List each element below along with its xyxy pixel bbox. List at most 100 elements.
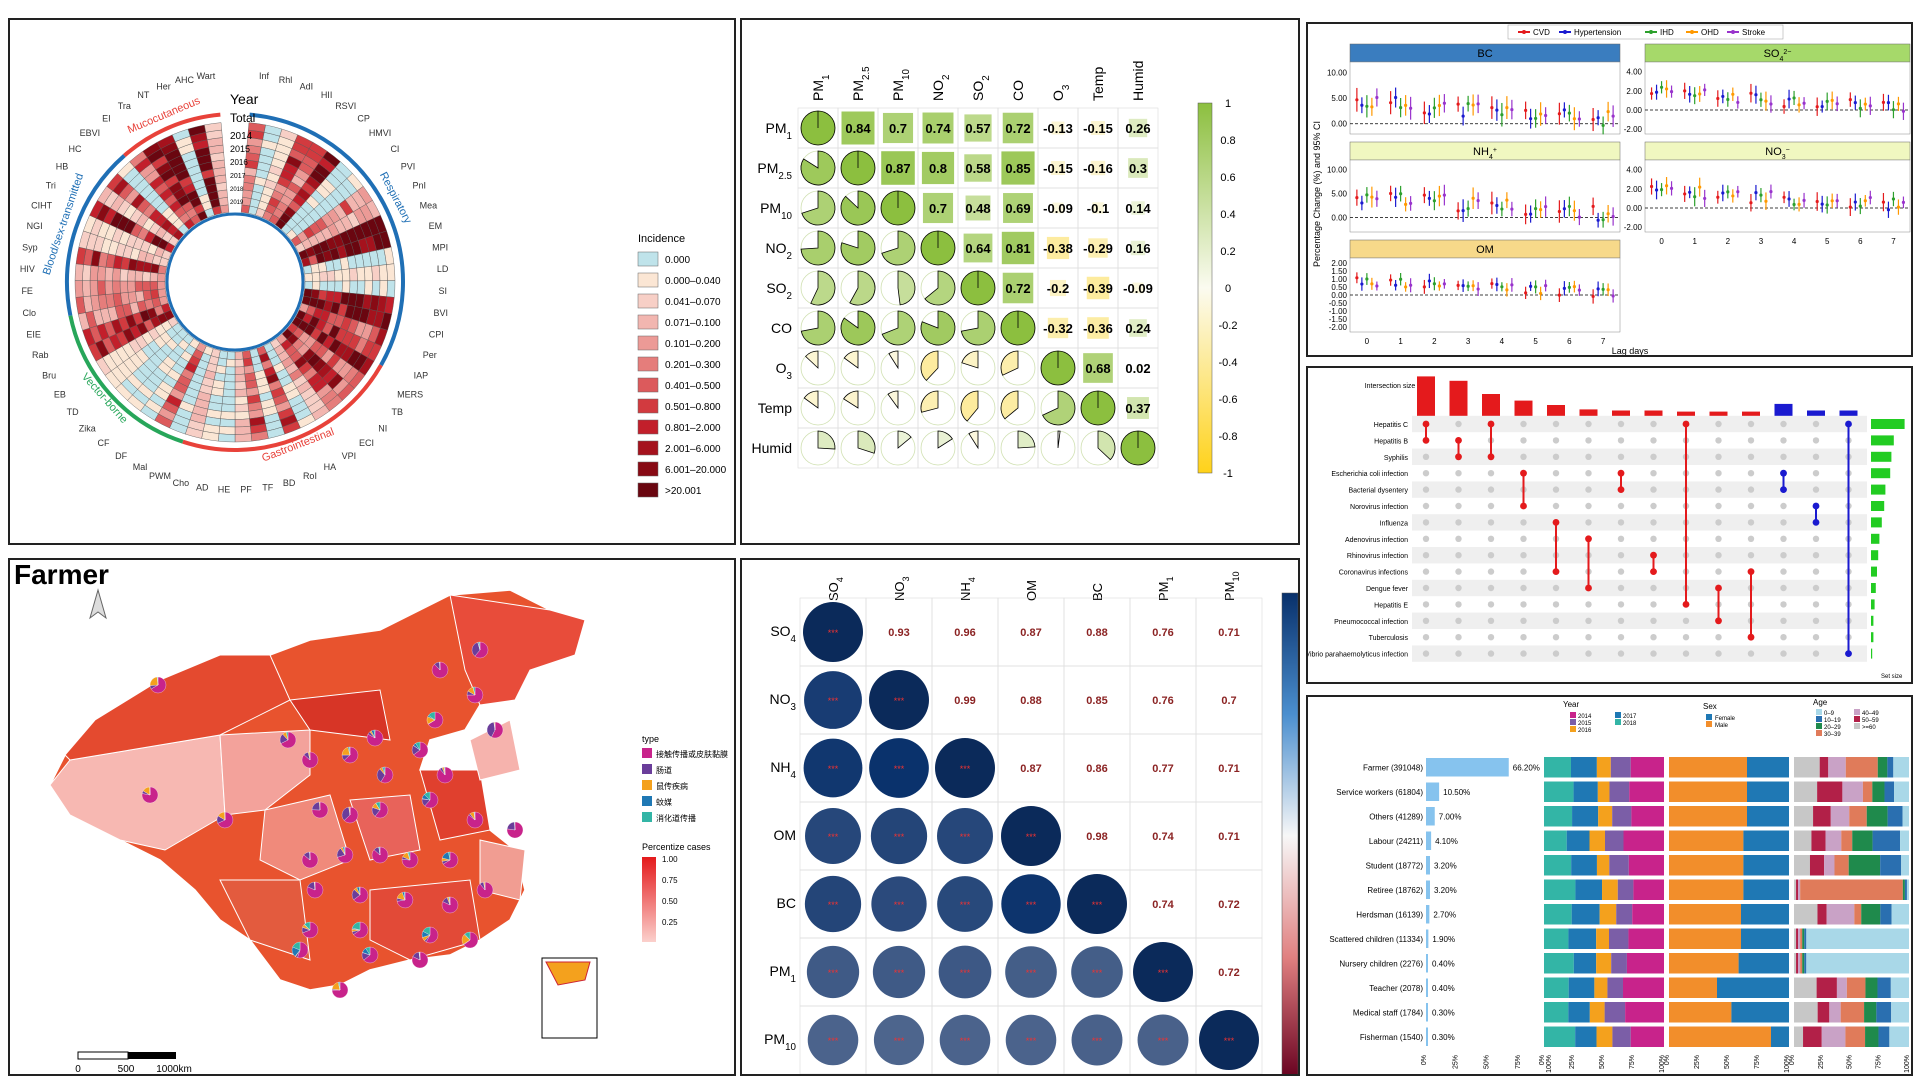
heat-cell bbox=[304, 272, 313, 282]
matrix-dot bbox=[1585, 601, 1592, 608]
y-tick: 2.00 bbox=[1626, 87, 1642, 96]
corr-value: 0.93 bbox=[888, 627, 909, 639]
pie-slice bbox=[408, 851, 411, 861]
heat-cell bbox=[223, 381, 236, 390]
matrix-dot bbox=[1585, 486, 1592, 493]
corr-value: 0.72 bbox=[1218, 899, 1239, 911]
age-segment bbox=[1825, 830, 1842, 851]
matrix-dot bbox=[1552, 617, 1560, 624]
occupation-pct: 0.40% bbox=[1432, 959, 1455, 968]
estimate-point bbox=[1703, 88, 1707, 92]
year-segment bbox=[1628, 928, 1664, 949]
corr-value: 0.72 bbox=[1005, 281, 1030, 296]
occupation-bar bbox=[1426, 1003, 1428, 1022]
legend-swatch bbox=[637, 419, 659, 435]
corr-square bbox=[1128, 158, 1148, 178]
estimate-point bbox=[1544, 283, 1548, 288]
matrix-dot bbox=[1682, 617, 1690, 624]
year-segment bbox=[1633, 879, 1664, 900]
heat-cell bbox=[311, 272, 321, 282]
corr-value: 0.88 bbox=[1086, 627, 1107, 639]
legend-label: 0.000 bbox=[665, 255, 690, 266]
age-label: 50–59 bbox=[1862, 718, 1879, 724]
heat-cell bbox=[242, 350, 252, 360]
age-segment bbox=[1862, 781, 1873, 802]
matrix-dot bbox=[1487, 650, 1495, 657]
active-dot bbox=[1487, 453, 1495, 461]
pie-slice bbox=[428, 711, 436, 721]
estimate-point bbox=[1649, 184, 1654, 189]
pie-slice bbox=[424, 791, 439, 809]
matrix-dot bbox=[1455, 552, 1462, 559]
active-dot bbox=[1812, 519, 1820, 526]
x-axis-label: Lag days bbox=[1612, 346, 1649, 356]
scale-label: 1000km bbox=[156, 1064, 192, 1075]
heat-cell bbox=[234, 358, 245, 368]
corr-square bbox=[1130, 240, 1146, 256]
heat-cell bbox=[341, 280, 351, 294]
estimate-point bbox=[1370, 282, 1374, 286]
corr-circle bbox=[937, 808, 993, 864]
legend-label: 0.501–0.800 bbox=[665, 402, 721, 413]
pie-slice bbox=[331, 981, 349, 999]
disease-label: EB bbox=[54, 389, 66, 399]
age-segment bbox=[1877, 757, 1888, 778]
estimate-point bbox=[1399, 106, 1403, 110]
pie-slice bbox=[887, 390, 899, 410]
sex-segment-male bbox=[1669, 830, 1744, 851]
age-segment bbox=[1806, 928, 1909, 949]
disease-label: Rhl bbox=[279, 75, 293, 85]
occupation-panel: Year 2014 2015 2016 2017 2018 Sex Female Male Age… bbox=[1306, 695, 1913, 1076]
legend-swatch bbox=[637, 440, 659, 456]
set-size-label: Set size bbox=[1881, 674, 1903, 680]
heat-cell bbox=[349, 267, 358, 282]
disease-label: MPI bbox=[432, 242, 448, 252]
pie-slice bbox=[464, 931, 471, 941]
corr-value: 0.96 bbox=[954, 627, 975, 639]
corr-value: 0.85 bbox=[1005, 161, 1030, 176]
estimate-point bbox=[1360, 201, 1364, 205]
estimate-point bbox=[1360, 103, 1364, 107]
age-segment bbox=[1872, 781, 1885, 802]
disease-label: LD bbox=[437, 264, 449, 274]
year-segment bbox=[1544, 855, 1572, 876]
estimate-point bbox=[1591, 117, 1595, 122]
facet-title: BC bbox=[1477, 48, 1492, 60]
estimate-point bbox=[1572, 117, 1576, 121]
estimate-point bbox=[1896, 205, 1901, 209]
estimate-point bbox=[1577, 288, 1581, 292]
corr-square bbox=[1002, 112, 1034, 144]
heat-cell bbox=[319, 280, 328, 292]
heat-cell bbox=[234, 351, 244, 360]
colorbar-tick: 0.6 bbox=[1220, 172, 1235, 184]
matrix-dot bbox=[1455, 617, 1462, 624]
age-segment bbox=[1804, 953, 1807, 974]
corr-value: 0.71 bbox=[1218, 627, 1239, 639]
sector-arc bbox=[68, 315, 184, 444]
row-stripe bbox=[1412, 514, 1867, 531]
heat-cell bbox=[149, 272, 159, 282]
corr-circle bbox=[805, 808, 861, 864]
pie-slice bbox=[344, 846, 346, 856]
disease-label: CI bbox=[390, 144, 399, 154]
corr-value: 0.76 bbox=[1152, 627, 1173, 639]
legend-type-swatch bbox=[642, 748, 652, 758]
pie-slice bbox=[881, 310, 916, 346]
sig-stars: *** bbox=[1026, 832, 1037, 842]
heat-cell bbox=[97, 280, 106, 296]
estimate-point bbox=[1404, 202, 1408, 206]
legend-swatch bbox=[637, 272, 659, 288]
estimate-point bbox=[1389, 278, 1393, 282]
estimate-point bbox=[1835, 102, 1839, 106]
corr-value: 0.7 bbox=[1221, 695, 1236, 707]
year-tick: 2015 bbox=[230, 144, 250, 154]
sig-stars: *** bbox=[894, 832, 905, 842]
year-segment bbox=[1631, 806, 1664, 827]
year-segment bbox=[1616, 904, 1633, 925]
corr-square bbox=[1001, 231, 1035, 265]
heat-cell bbox=[371, 265, 381, 281]
intersection-bar bbox=[1839, 410, 1858, 416]
estimate-point bbox=[1422, 193, 1426, 197]
estimate-point bbox=[1524, 108, 1528, 112]
active-dot bbox=[1617, 469, 1625, 477]
